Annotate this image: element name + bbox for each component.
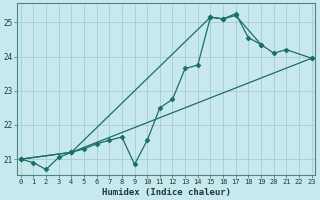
X-axis label: Humidex (Indice chaleur): Humidex (Indice chaleur) [102, 188, 231, 197]
